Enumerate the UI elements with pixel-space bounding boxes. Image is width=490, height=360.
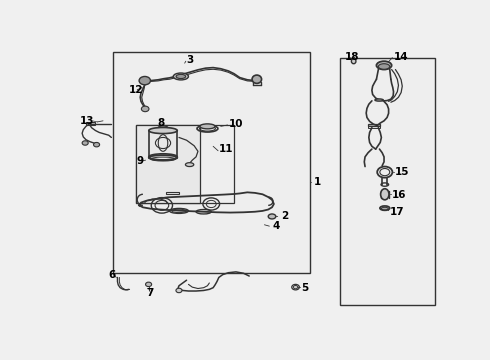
Circle shape [82, 141, 88, 145]
Text: 8: 8 [157, 118, 165, 128]
Circle shape [94, 143, 99, 147]
Text: 9: 9 [136, 156, 143, 166]
Text: 11: 11 [219, 144, 233, 154]
Ellipse shape [380, 206, 390, 210]
Text: 2: 2 [281, 211, 288, 221]
Bar [86, 122, 96, 125]
Ellipse shape [158, 126, 169, 131]
Text: 1: 1 [314, 177, 321, 187]
Ellipse shape [268, 214, 276, 219]
Text: 3: 3 [187, 55, 194, 65]
Text: 18: 18 [345, 51, 360, 62]
Ellipse shape [381, 189, 389, 200]
Text: 16: 16 [392, 190, 406, 200]
Text: 10: 10 [228, 118, 243, 129]
Circle shape [294, 285, 298, 289]
Ellipse shape [200, 124, 215, 129]
Ellipse shape [378, 64, 390, 69]
Ellipse shape [176, 75, 186, 78]
Circle shape [176, 288, 182, 293]
Ellipse shape [375, 99, 383, 101]
Bar [136, 125, 234, 203]
Text: 7: 7 [147, 288, 154, 298]
Bar [368, 124, 380, 126]
Bar [136, 125, 200, 203]
Text: 4: 4 [272, 221, 279, 231]
Ellipse shape [376, 61, 392, 69]
Text: 15: 15 [394, 167, 409, 177]
Ellipse shape [351, 59, 356, 64]
Ellipse shape [149, 127, 177, 134]
Circle shape [146, 282, 151, 287]
Text: 17: 17 [390, 207, 404, 217]
Ellipse shape [252, 75, 262, 84]
Ellipse shape [173, 73, 189, 80]
Bar [166, 192, 179, 194]
Circle shape [142, 106, 149, 112]
Text: 14: 14 [393, 51, 408, 62]
Text: 13: 13 [79, 116, 94, 126]
Text: 5: 5 [301, 283, 309, 293]
Bar [113, 51, 310, 273]
Ellipse shape [185, 163, 194, 167]
Circle shape [139, 76, 150, 85]
Bar [368, 126, 380, 128]
Text: 6: 6 [109, 270, 116, 280]
Text: 12: 12 [129, 85, 144, 95]
Bar [341, 58, 435, 305]
